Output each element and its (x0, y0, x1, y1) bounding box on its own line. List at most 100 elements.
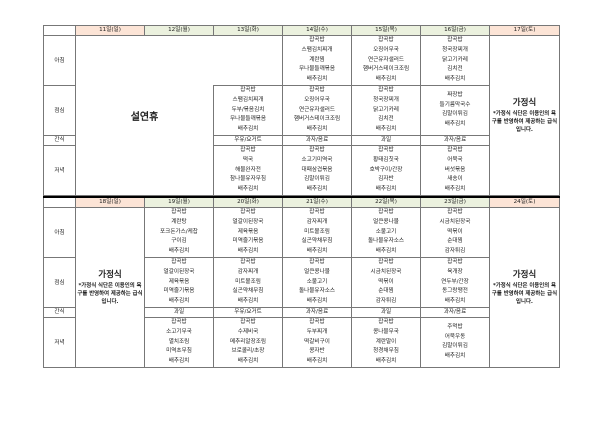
menu-item: 잡곡밥 (240, 258, 256, 265)
menu-item: 김치전 (378, 116, 394, 123)
menu-item: 잡곡밥 (447, 37, 463, 43)
dinner-cell: 잡곡밥 소고기무국 멸치조림 미역초무침 배추김치 (144, 316, 214, 368)
home-meal-note: *가정식 식단은 이용인의 욕구를 반영하여 제공하는 급식입니다. (491, 111, 558, 134)
snack-cell: 과자/음료 (420, 306, 490, 318)
menu-item: 새송이 (447, 176, 463, 183)
home-meal-note: *가정식 식단은 이용인의 욕구를 반영하여 제공하는 급식입니다. (491, 283, 558, 306)
menu-item: 배추김치 (444, 298, 466, 305)
menu-item: 잡곡밥 (447, 258, 463, 265)
menu-item: 배추김치 (306, 248, 328, 255)
breakfast-cell: 잡곡밥 얼큰콩나물 소불고기 돌나물유자소스 배추김치 (351, 206, 421, 258)
menu-item: 김말이튀김 (304, 176, 330, 183)
menu-item: 미트볼조림 (235, 278, 261, 285)
menu-item: 실곤약채무침 (301, 238, 333, 245)
menu-item: 브로콜리/초장 (231, 348, 265, 355)
menu-item: 배추김치 (444, 121, 466, 128)
menu-item: 순대찜 (378, 288, 394, 295)
home-meal-title: 가정식 (512, 270, 537, 281)
home-meal-cell: 가정식 *가정식 식단은 이용인의 욕구를 반영하여 제공하는 급식입니다. (75, 206, 145, 368)
snack-cell: 우유/요거트 (213, 134, 283, 146)
menu-item: 미역줄기볶음 (232, 238, 264, 245)
menu-item: 스팸김치찌개 (301, 46, 333, 53)
menu-item: 시금치된장국 (370, 268, 402, 275)
menu-item: 햄버거스테이크조림 (362, 66, 410, 73)
breakfast-cell: 잡곡밥 얼갈이된장국 제육볶음 미역줄기볶음 배추김치 (213, 206, 283, 258)
menu-item: 메추리알장조림 (229, 338, 267, 345)
menu-item: 제육볶음 (168, 278, 190, 285)
lunch-cell: 잡곡밥 감자찌개 미트볼조림 실곤약채무침 배추김치 (213, 256, 283, 308)
menu-item: 어묵국 (447, 156, 463, 163)
menu-item: 잡곡밥 (171, 208, 187, 215)
menu-item: 떡국 (242, 156, 254, 163)
menu-item: 구이김 (171, 238, 187, 245)
day-header: 23일(금) (420, 196, 490, 208)
breakfast-cell: 잡곡밥 시금치된장국 떡볶이 순대찜 감자튀김 (420, 206, 490, 258)
menu-item: 배추김치 (306, 186, 328, 193)
menu-item: 잡곡밥 (309, 258, 325, 265)
menu-item: 배추김치 (306, 358, 328, 365)
menu-item: 떡볶이 (378, 278, 394, 285)
dinner-cell: 잡곡밥 수제비국 메추리알장조림 브로콜리/초장 배추김치 (213, 316, 283, 368)
lunch-cell: 잡곡밥 시금치된장국 떡볶이 순대찜 감자튀김 (351, 256, 421, 308)
menu-item: 잡곡밥 (309, 86, 325, 93)
day-header: 15일(목) (351, 25, 421, 36)
menu-item: 돌나물유자소스 (298, 288, 336, 295)
menu-item: 순대찜 (447, 238, 463, 245)
menu-item: 배추김치 (444, 353, 466, 360)
snack-cell: 과일 (351, 306, 421, 318)
menu-item: 연두부/간장 (441, 278, 469, 285)
menu-item: 오징어무국 (373, 46, 399, 53)
home-meal-title: 가정식 (512, 98, 537, 109)
day-header: 19일(월) (144, 196, 214, 208)
menu-item: 소고기미역국 (301, 156, 333, 163)
menu-item: 얼갈이된장국 (163, 268, 195, 275)
menu-item: 계란탕 (171, 218, 187, 225)
menu-item: 멸치조림 (168, 338, 190, 345)
menu-item: 잡곡밥 (309, 318, 325, 325)
snack-cell: 우유/요거트 (213, 306, 283, 318)
menu-item: 배추김치 (168, 248, 190, 255)
menu-item: 배추김치 (375, 248, 397, 255)
menu-item: 참나물유자무침 (229, 176, 267, 183)
lunch-cell: 잡곡밥 스팸김치찌개 두부/볶음김치 무나물들깨볶음 배추김치 (213, 84, 283, 136)
menu-item: 잡곡밥 (378, 208, 394, 215)
menu-item: 김말이튀김 (442, 111, 468, 118)
week-table: 18일(일) 19일(월) 20일(화) 21일(수) 22일(목) 23일(금) 24일(… (43, 195, 560, 368)
breakfast-cell: 잡곡밥 감자찌개 미트볼조림 실곤약채무침 배추김치 (282, 206, 352, 258)
dinner-cell: 잡곡밥 두부찌개 떡갈비구이 콩자반 배추김치 (282, 316, 352, 368)
day-header: 18일(일) (75, 196, 145, 208)
lunch-cell: 잡곡밥 얼큰콩나물 소불고기 돌나물유자소스 배추김치 (282, 256, 352, 308)
menu-item: 김말이튀김 (442, 343, 468, 350)
menu-item: 잡곡밥 (309, 146, 325, 153)
menu-item: 호박구이/간장 (369, 166, 403, 173)
meal-label-lunch: 점심 (43, 256, 76, 308)
day-header: 12일(월) (144, 25, 214, 36)
breakfast-cell (213, 35, 283, 86)
menu-item: 배추김치 (306, 76, 328, 83)
menu-item: 떡갈비구이 (304, 338, 330, 345)
menu-item: 잡곡밥 (378, 258, 394, 265)
menu-item: 얼큰콩나물 (373, 218, 399, 225)
menu-item: 무나물들깨볶음 (229, 116, 267, 123)
menu-item: 계란말이 (375, 338, 397, 345)
menu-item: 잡곡밥 (378, 318, 394, 325)
menu-item: 김자반 (378, 176, 394, 183)
menu-item: 짜장밥 (447, 91, 463, 98)
menu-item: 잡곡밥 (378, 146, 394, 153)
snack-cell: 과일 (351, 134, 421, 146)
day-header: 21일(수) (282, 196, 352, 208)
menu-item: 콩나물무국 (373, 328, 399, 335)
menu-item: 잡곡밥 (447, 146, 463, 153)
breakfast-cell: 잡곡밥 오징어무국 연근유자샐러드 햄버거스테이크조림 배추김치 (351, 35, 421, 86)
menu-item: 계란찜 (309, 56, 325, 63)
menu-item: 무나물들깨볶음 (298, 66, 336, 73)
lunch-cell: 잡곡밥 육개장 연두부/간장 동그랑땡전 배추김치 (420, 256, 490, 308)
menu-item: 배추김치 (237, 248, 259, 255)
holiday-cell: 설연휴 (75, 35, 214, 196)
menu-item: 소고기무국 (166, 328, 192, 335)
menu-item: 미역줄기볶음 (163, 288, 195, 295)
menu-item: 잡곡밥 (378, 86, 394, 93)
menu-item: 제육볶음 (237, 228, 259, 235)
menu-item: 어묵우동 (444, 333, 466, 340)
menu-item: 두부찌개 (306, 328, 328, 335)
